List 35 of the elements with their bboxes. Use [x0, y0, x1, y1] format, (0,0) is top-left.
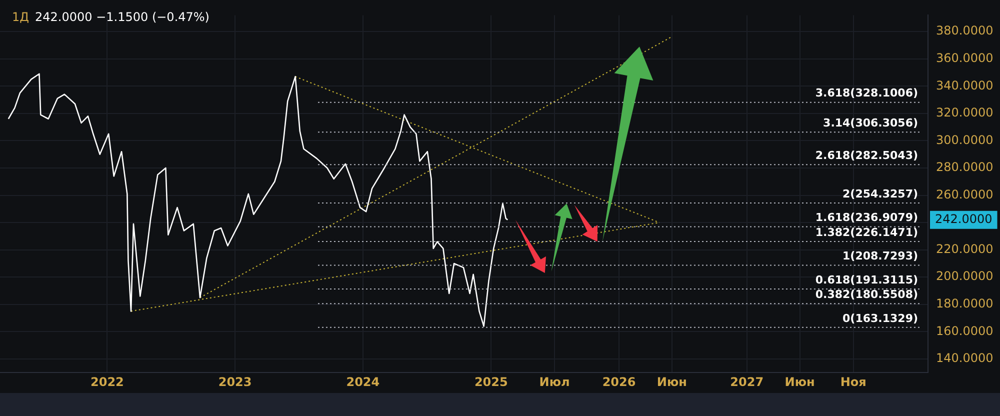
- ref-line-label: 2.618(282.5043): [815, 148, 918, 162]
- x-tick-label: 2025: [474, 374, 508, 389]
- ref-line-label: 3.14(306.3056): [823, 116, 918, 130]
- chart-subtitle: 242.0000 −1.1500 (−0.47%): [35, 10, 210, 24]
- ref-line-label: 2(254.3257): [842, 187, 918, 200]
- x-tick-label: 2023: [218, 374, 252, 389]
- text: 242.0000: [935, 212, 992, 226]
- y-tick-label: 260.0000: [936, 187, 994, 202]
- x-tick-label: Ноя: [840, 374, 866, 389]
- y-tick-label: 140.0000: [936, 351, 994, 366]
- ref-line-label: 0.618(191.3115): [815, 273, 918, 286]
- x-tick-label: 2027: [730, 374, 764, 389]
- chart-title: 1Д: [12, 10, 30, 24]
- x-tick-label: Июн: [656, 374, 687, 389]
- y-tick-label: 160.0000: [936, 324, 994, 338]
- x-tick-label: 2024: [346, 374, 380, 389]
- y-tick-label: 180.0000: [936, 296, 994, 311]
- ref-line-label: 0.382(180.5508): [815, 288, 918, 301]
- y-tick-label: 200.0000: [936, 269, 994, 284]
- y-tick-label: 360.0000: [936, 50, 994, 65]
- y-tick-label: 220.0000: [936, 242, 994, 256]
- ref-line-label: 0(163.1329): [842, 312, 918, 325]
- x-tick-label: 2026: [602, 374, 636, 389]
- ref-line-label: 1.382(226.1471): [815, 226, 918, 239]
- ref-line-label: 1(208.7293): [842, 250, 918, 263]
- x-tick-label: Июн: [784, 374, 815, 389]
- x-tick-label: 2022: [90, 374, 124, 389]
- y-tick-label: 280.0000: [936, 160, 994, 174]
- ref-line-label: 3.618(328.1006): [815, 86, 918, 100]
- y-tick-label: 300.0000: [936, 132, 994, 147]
- ref-line-label: 1.618(236.9079): [815, 211, 918, 224]
- x-tick-label: Июл: [539, 374, 570, 389]
- y-tick-label: 380.0000: [936, 24, 994, 38]
- y-tick-label: 340.0000: [936, 78, 994, 92]
- y-tick-label: 320.0000: [936, 106, 994, 120]
